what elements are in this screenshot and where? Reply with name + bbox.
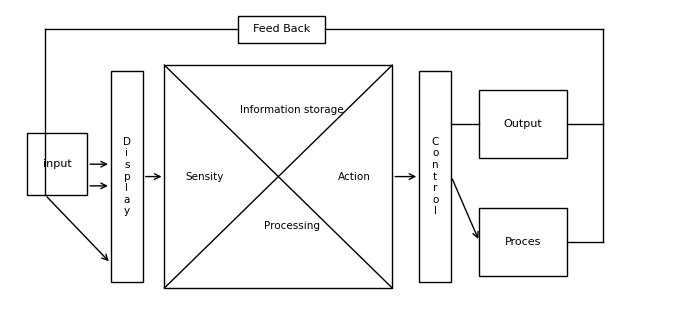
- Text: Action: Action: [338, 172, 371, 182]
- Bar: [479, 90, 566, 158]
- Bar: [419, 71, 451, 282]
- Text: Output: Output: [503, 119, 542, 129]
- Bar: [479, 208, 566, 276]
- Bar: [164, 65, 392, 288]
- Text: input: input: [42, 159, 72, 169]
- Text: Sensity: Sensity: [185, 172, 223, 182]
- Bar: [27, 133, 88, 195]
- Bar: [111, 71, 143, 282]
- Bar: [238, 15, 325, 43]
- Text: Proces: Proces: [505, 237, 541, 246]
- Text: Feed Back: Feed Back: [253, 24, 311, 34]
- Text: D
i
s
p
l
a
y: D i s p l a y: [123, 137, 131, 216]
- Text: C
o
n
t
r
o
l: C o n t r o l: [432, 137, 439, 216]
- Text: Information storage: Information storage: [240, 105, 343, 115]
- Text: Processing: Processing: [264, 221, 319, 231]
